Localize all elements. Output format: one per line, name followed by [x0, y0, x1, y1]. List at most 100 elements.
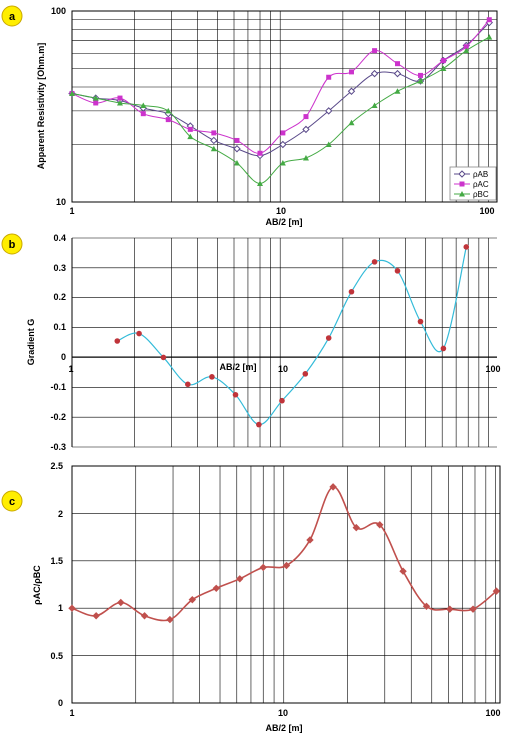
- data-point-diamond: [279, 140, 287, 149]
- badge-c-circle: [1, 490, 23, 512]
- data-point: [492, 587, 501, 595]
- data-point: [114, 338, 121, 344]
- panel-a-series: [68, 17, 493, 186]
- data-point: [463, 244, 470, 250]
- badge-b-circle: [1, 233, 23, 255]
- panel-b-badge: b: [1, 233, 23, 255]
- panel-b-ytick: -0.2: [50, 412, 66, 422]
- data-point: [417, 318, 424, 325]
- data-point-square: [280, 130, 286, 136]
- data-point-diamond: [370, 69, 379, 78]
- data-point: [440, 345, 447, 352]
- badge-a-circle: [1, 5, 23, 27]
- panel-c-ytick: 2: [58, 509, 63, 519]
- data-point-triangle: [440, 65, 447, 71]
- data-point-diamond: [233, 145, 241, 153]
- panel-b-ytick: 0.3: [53, 263, 66, 273]
- data-point-diamond: [393, 69, 402, 78]
- panel-c-ytick: 1.5: [50, 556, 63, 566]
- data-point: [136, 330, 142, 337]
- panel-a-ylabel: Apparent Resistivity [Ohm.m]: [36, 43, 46, 170]
- panel-b-ytick: 0.2: [53, 292, 66, 302]
- panel-b-ytick: 0.1: [53, 322, 66, 332]
- data-point-triangle: [302, 154, 309, 161]
- data-point: [399, 567, 407, 575]
- data-point-triangle: [371, 102, 378, 109]
- panel-a-plot-frame: [71, 10, 498, 203]
- legend-entry-rho-ac: ρAC: [473, 180, 489, 189]
- data-point: [185, 381, 191, 388]
- legend-entry-rho-ab: ρAB: [473, 170, 488, 179]
- data-point-triangle: [69, 90, 75, 96]
- panel-b-xtick-1: 1: [68, 364, 73, 374]
- panel-a-xtick-10: 10: [276, 206, 286, 216]
- panel-c-chart: 2.5 2 1.5 1 0.5 0 1 10 100 AB/2 [m] ρAC/…: [32, 461, 501, 733]
- data-point: [140, 612, 149, 620]
- data-point-square: [486, 17, 492, 23]
- data-point-square: [372, 48, 378, 54]
- panel-a-xtick-1: 1: [69, 206, 74, 216]
- data-point-triangle: [486, 34, 493, 40]
- data-point-triangle: [116, 99, 123, 106]
- panel-c-ytick: 0.5: [50, 651, 63, 661]
- data-point: [282, 561, 291, 570]
- data-point-square: [257, 150, 263, 156]
- panel-c-xtick-1: 1: [69, 708, 74, 718]
- panel-b-xlabel: AB/2 [m]: [219, 362, 256, 372]
- panel-a-xlabel: AB/2 [m]: [265, 217, 302, 227]
- panel-b-ylabel: Gradient G: [26, 319, 36, 366]
- panel-c-xlabel: AB/2 [m]: [265, 723, 302, 733]
- data-point-triangle: [187, 133, 194, 140]
- data-point-square: [440, 58, 446, 64]
- data-point: [325, 335, 332, 341]
- data-point: [329, 483, 337, 491]
- data-point: [92, 612, 100, 620]
- data-point-square: [211, 130, 217, 136]
- data-point: [376, 521, 384, 529]
- data-point: [302, 371, 309, 377]
- panel-b-points: [114, 244, 470, 428]
- data-point: [348, 288, 355, 295]
- panel-a-xtick-100: 100: [479, 206, 494, 216]
- panel-b-ytick: 0.4: [53, 233, 66, 243]
- panel-b-chart: 0.4 0.3 0.2 0.1 0 -0.1 -0.2 -0.3 1 10 10…: [26, 233, 501, 452]
- data-point-square: [303, 114, 309, 120]
- data-point-triangle: [165, 107, 172, 114]
- data-point-square: [326, 74, 332, 80]
- data-point: [394, 268, 401, 274]
- data-point: [469, 605, 477, 613]
- data-point: [259, 563, 267, 572]
- panel-c-xtick-10: 10: [278, 708, 288, 718]
- panel-c-ytick: 1: [58, 603, 63, 613]
- data-point-diamond: [302, 125, 310, 134]
- data-point-triangle: [257, 180, 264, 186]
- panel-a-ytick-10: 10: [56, 197, 66, 207]
- data-point-triangle: [348, 119, 355, 126]
- data-point-triangle: [210, 145, 217, 152]
- data-point-square: [463, 44, 469, 50]
- panel-b-ytick: -0.3: [50, 442, 66, 452]
- panel-b-xtick-100: 100: [485, 364, 500, 374]
- data-point-square: [348, 69, 354, 75]
- data-point: [117, 598, 125, 607]
- data-point: [209, 374, 215, 380]
- panel-a-badge: a: [1, 5, 23, 27]
- data-point: [160, 354, 167, 361]
- legend-marker: [459, 191, 465, 197]
- panel-a-ytick-100: 100: [51, 6, 66, 16]
- panel-c-ytick: 0: [58, 698, 63, 708]
- data-point-square: [395, 61, 401, 67]
- panel-b-ytick: -0.1: [50, 382, 66, 392]
- data-point: [188, 595, 197, 604]
- panel-c-plot-frame: [71, 465, 501, 704]
- data-point: [68, 604, 76, 612]
- data-point-triangle: [92, 95, 99, 101]
- data-point: [279, 397, 285, 404]
- data-point: [212, 584, 220, 592]
- data-point: [232, 391, 239, 398]
- panel-b-gradient-curve: [117, 246, 467, 426]
- data-point: [446, 605, 454, 613]
- legend-marker: [459, 181, 465, 187]
- data-point-triangle: [233, 160, 240, 166]
